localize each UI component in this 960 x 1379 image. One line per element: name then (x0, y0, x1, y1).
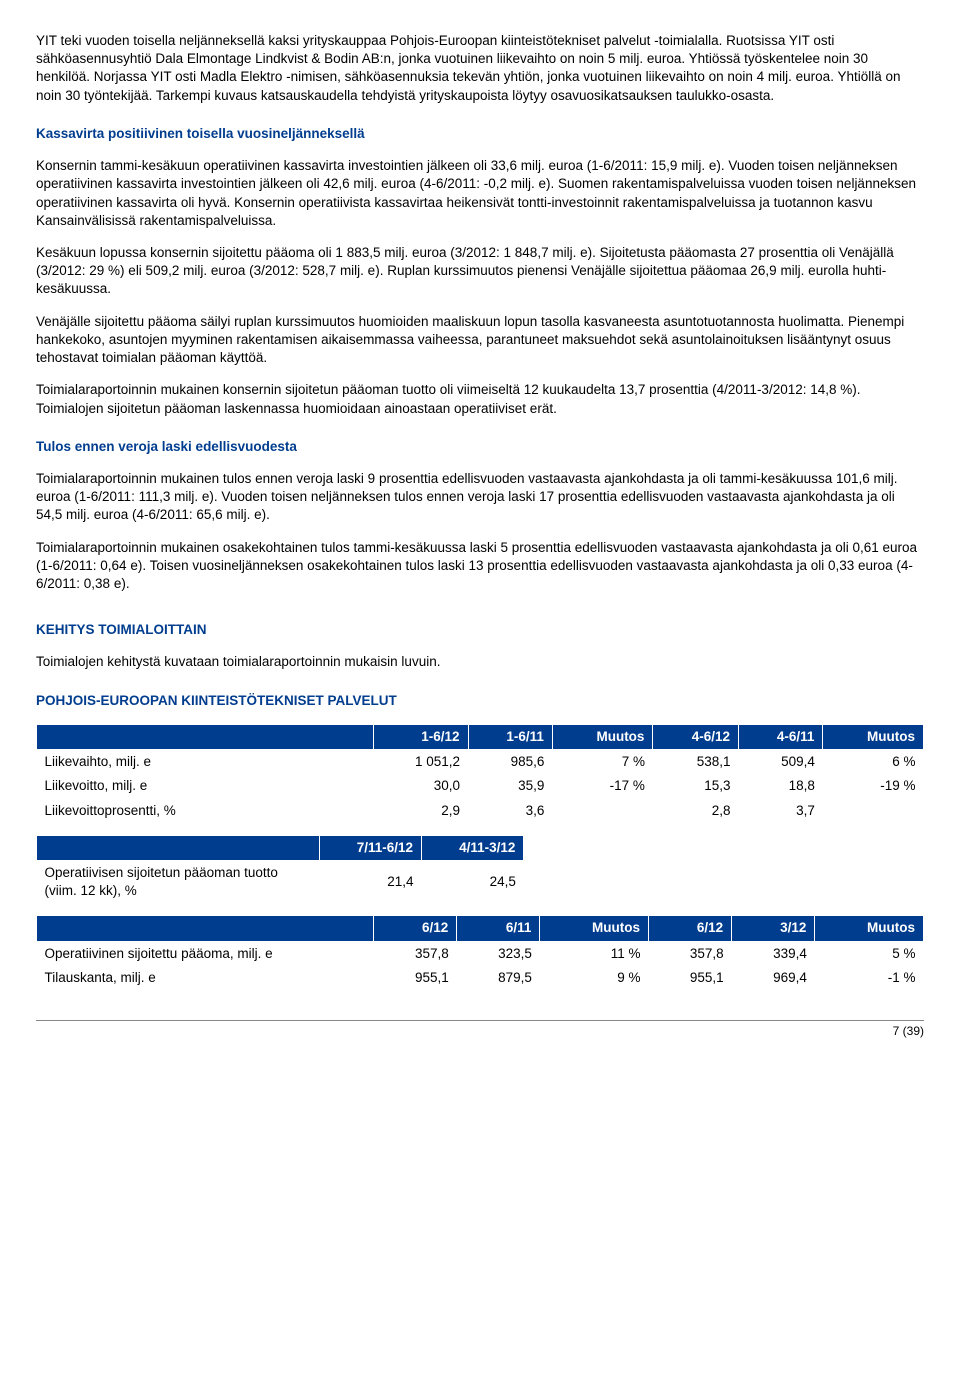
financial-table-2: 7/11-6/12 4/11-3/12 Operatiivisen sijoit… (36, 835, 524, 904)
table-row: Liikevoitto, milj. e 30,0 35,9 -17 % 15,… (37, 774, 924, 798)
table-cell: 9 % (540, 966, 649, 990)
body-paragraph: Toimialojen kehitystä kuvataan toimialar… (36, 653, 924, 671)
table-cell: 538,1 (653, 750, 739, 775)
table-row: Operatiivisen sijoitetun pääoman tuotto … (37, 861, 524, 904)
table-cell: Liikevoitto, milj. e (37, 774, 374, 798)
table-header: Muutos (540, 916, 649, 941)
table-cell: Operatiivinen sijoitettu pääoma, milj. e (37, 941, 374, 966)
table-cell: 879,5 (457, 966, 540, 990)
table-header: 7/11-6/12 (319, 835, 421, 860)
table-header: 1-6/11 (468, 724, 552, 749)
table-cell: 15,3 (653, 774, 739, 798)
table-cell: 969,4 (732, 966, 815, 990)
page-number: 7 (39) (36, 1020, 924, 1039)
table-header (37, 835, 320, 860)
body-paragraph: Toimialaraportoinnin mukainen konsernin … (36, 381, 924, 417)
table-cell: 509,4 (738, 750, 822, 775)
financial-table-1: 1-6/12 1-6/11 Muutos 4-6/12 4-6/11 Muuto… (36, 724, 924, 823)
table-cell (823, 799, 924, 823)
table-header-row: 7/11-6/12 4/11-3/12 (37, 835, 524, 860)
section-heading: Kassavirta positiivinen toisella vuosine… (36, 125, 924, 143)
table-cell: 357,8 (649, 941, 732, 966)
body-paragraph: YIT teki vuoden toisella neljänneksellä … (36, 32, 924, 105)
table-cell: 24,5 (422, 861, 524, 904)
table-row: Liikevaihto, milj. e 1 051,2 985,6 7 % 5… (37, 750, 924, 775)
table-cell: 955,1 (374, 966, 457, 990)
table-header: 3/12 (732, 916, 815, 941)
table-header-row: 1-6/12 1-6/11 Muutos 4-6/12 4-6/11 Muuto… (37, 724, 924, 749)
table-header: 4-6/12 (653, 724, 739, 749)
table-cell: 955,1 (649, 966, 732, 990)
table-cell: 323,5 (457, 941, 540, 966)
table-cell (552, 799, 653, 823)
table-header: 1-6/12 (374, 724, 468, 749)
table-cell: 5 % (815, 941, 924, 966)
section-heading: KEHITYS TOIMIALOITTAIN (36, 621, 924, 639)
table-cell: -1 % (815, 966, 924, 990)
table-cell: 1 051,2 (374, 750, 468, 775)
table-cell: 35,9 (468, 774, 552, 798)
body-paragraph: Venäjälle sijoitettu pääoma säilyi rupla… (36, 313, 924, 368)
table-header: Muutos (552, 724, 653, 749)
section-heading: POHJOIS-EUROOPAN KIINTEISTÖTEKNISET PALV… (36, 692, 924, 710)
table-cell: -19 % (823, 774, 924, 798)
table-cell: Operatiivisen sijoitetun pääoman tuotto … (37, 861, 320, 904)
section-heading: Tulos ennen veroja laski edellisvuodesta (36, 438, 924, 456)
table-header: 6/12 (649, 916, 732, 941)
table-cell: Liikevaihto, milj. e (37, 750, 374, 775)
table-cell: 6 % (823, 750, 924, 775)
table-header: 6/11 (457, 916, 540, 941)
table-cell: 11 % (540, 941, 649, 966)
table-header: Muutos (815, 916, 924, 941)
table-cell: 7 % (552, 750, 653, 775)
table-cell: Tilauskanta, milj. e (37, 966, 374, 990)
table-header: 4-6/11 (738, 724, 822, 749)
table-header-row: 6/12 6/11 Muutos 6/12 3/12 Muutos (37, 916, 924, 941)
body-paragraph: Toimialaraportoinnin mukainen tulos enne… (36, 470, 924, 525)
body-paragraph: Toimialaraportoinnin mukainen osakekohta… (36, 539, 924, 594)
table-cell: 21,4 (319, 861, 421, 904)
table-row: Operatiivinen sijoitettu pääoma, milj. e… (37, 941, 924, 966)
table-cell: 2,9 (374, 799, 468, 823)
table-cell: 3,7 (738, 799, 822, 823)
body-paragraph: Kesäkuun lopussa konsernin sijoitettu pä… (36, 244, 924, 299)
table-header (37, 724, 374, 749)
table-cell: 18,8 (738, 774, 822, 798)
table-row: Tilauskanta, milj. e 955,1 879,5 9 % 955… (37, 966, 924, 990)
table-header: 4/11-3/12 (422, 835, 524, 860)
table-cell: 339,4 (732, 941, 815, 966)
body-paragraph: Konsernin tammi-kesäkuun operatiivinen k… (36, 157, 924, 230)
table-cell: 357,8 (374, 941, 457, 966)
table-cell: 2,8 (653, 799, 739, 823)
table-cell: 985,6 (468, 750, 552, 775)
table-cell: Liikevoittoprosentti, % (37, 799, 374, 823)
table-cell: 30,0 (374, 774, 468, 798)
financial-table-3: 6/12 6/11 Muutos 6/12 3/12 Muutos Operat… (36, 915, 924, 990)
table-header (37, 916, 374, 941)
table-header: 6/12 (374, 916, 457, 941)
table-row: Liikevoittoprosentti, % 2,9 3,6 2,8 3,7 (37, 799, 924, 823)
table-cell: 3,6 (468, 799, 552, 823)
table-header: Muutos (823, 724, 924, 749)
table-cell: -17 % (552, 774, 653, 798)
